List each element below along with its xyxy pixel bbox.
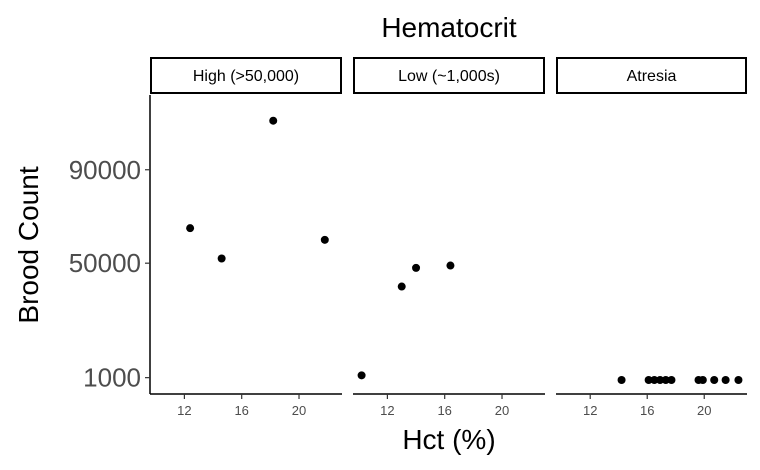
data-point	[617, 375, 626, 384]
facet-panel: Atresia 12 16 20	[556, 57, 747, 418]
data-point	[320, 235, 329, 244]
data-point	[269, 116, 278, 125]
x-tick-label: 20	[292, 403, 306, 418]
data-point	[698, 375, 707, 384]
data-point	[721, 375, 730, 384]
y-axis-label: Brood Count	[13, 166, 44, 323]
data-point	[710, 375, 719, 384]
x-axis-label: Hct (%)	[402, 424, 495, 455]
y-axis: 1000 50000 90000	[69, 95, 151, 394]
data-point	[446, 261, 455, 270]
chart-title: Hematocrit	[381, 12, 517, 43]
data-point	[734, 375, 743, 384]
data-point	[661, 375, 670, 384]
data-point	[397, 282, 406, 291]
x-tick-label: 16	[640, 403, 654, 418]
facet-strip-label: Atresia	[627, 68, 677, 85]
data-point	[217, 254, 226, 263]
x-tick-label: 16	[234, 403, 248, 418]
facet-panel: High (>50,000) 12 16 20	[150, 57, 342, 418]
data-point	[650, 375, 659, 384]
facet-strip-label: High (>50,000)	[193, 68, 299, 85]
facet-strip	[150, 57, 342, 94]
facet-strip-label: Low (~1,000s)	[398, 68, 500, 85]
x-tick-label: 12	[380, 403, 394, 418]
y-tick-label: 50000	[69, 248, 141, 278]
y-tick-label: 90000	[69, 155, 141, 185]
x-tick-label: 12	[583, 403, 597, 418]
x-tick-label: 20	[697, 403, 711, 418]
x-tick-label: 12	[177, 403, 191, 418]
x-tick-label: 20	[495, 403, 509, 418]
data-point	[357, 371, 366, 380]
data-point	[656, 375, 665, 384]
facet-strip	[556, 57, 747, 94]
data-point	[186, 224, 195, 233]
facet-strip	[353, 57, 545, 94]
x-tick-label: 16	[437, 403, 451, 418]
data-point	[644, 375, 653, 384]
data-point	[412, 263, 421, 272]
y-tick-label: 1000	[83, 363, 141, 393]
data-point	[667, 375, 676, 384]
facet-panel: Low (~1,000s) 12 16 20	[353, 57, 545, 418]
